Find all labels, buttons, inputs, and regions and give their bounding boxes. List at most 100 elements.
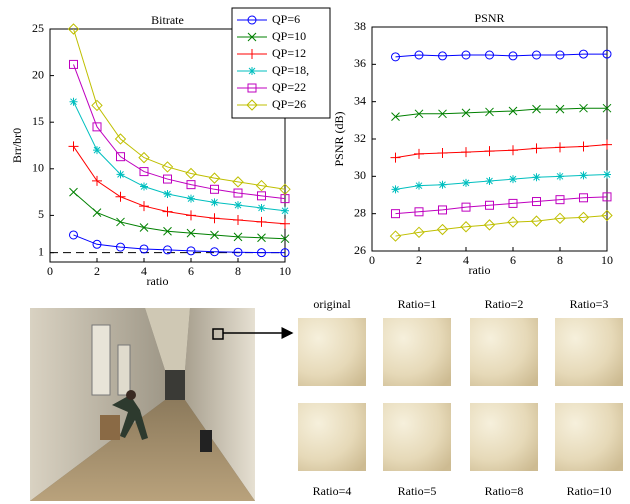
- x-axis-label: ratio: [147, 274, 169, 288]
- y-axis-label: Brr/br0: [10, 128, 24, 163]
- marker: [281, 207, 289, 215]
- y-tick-label: 30: [354, 168, 366, 182]
- y-tick-label: 34: [354, 93, 366, 107]
- x-tick-label: 0: [369, 253, 375, 267]
- legend-label: QP=18,: [272, 63, 309, 77]
- marker: [93, 146, 101, 154]
- series-line: [396, 108, 608, 116]
- image-patch: [555, 403, 623, 471]
- x-tick-label: 2: [94, 264, 100, 278]
- y-tick-label: 26: [354, 243, 366, 257]
- image-patch: [298, 318, 366, 386]
- legend-label: QP=12: [272, 46, 306, 60]
- image-patch: [470, 318, 538, 386]
- figure: BitrateratioBrr/br002468101510152025QP=6…: [0, 0, 630, 504]
- series-line: [396, 54, 608, 57]
- marker: [415, 182, 423, 190]
- patch-label: Ratio=5: [398, 484, 437, 498]
- x-tick-label: 6: [510, 253, 516, 267]
- marker: [603, 170, 611, 178]
- y-tick-label: 10: [32, 161, 44, 175]
- marker: [532, 143, 542, 153]
- marker: [580, 171, 588, 179]
- patch-label: original: [313, 297, 351, 311]
- marker: [187, 195, 195, 203]
- patch-label: Ratio=2: [485, 297, 524, 311]
- chart-title: PSNR: [474, 11, 504, 25]
- legend-label: QP=26: [272, 97, 306, 111]
- patch-label: Ratio=1: [398, 297, 437, 311]
- marker: [163, 207, 173, 217]
- patch-label: Ratio=3: [570, 297, 609, 311]
- marker: [280, 219, 290, 229]
- marker: [93, 209, 101, 217]
- y-tick-label: 25: [32, 21, 44, 35]
- marker: [140, 183, 148, 191]
- image-patch: [298, 403, 366, 471]
- marker: [392, 185, 400, 193]
- marker: [438, 148, 448, 158]
- marker: [69, 141, 79, 151]
- marker: [485, 146, 495, 156]
- image-patch: [383, 318, 451, 386]
- marker: [70, 98, 78, 106]
- marker: [257, 217, 267, 227]
- chart-title: Bitrate: [151, 13, 184, 27]
- y-tick-label: 38: [354, 19, 366, 33]
- x-tick-label: 6: [188, 264, 194, 278]
- marker: [139, 201, 149, 211]
- legend-marker: [248, 67, 256, 75]
- y-tick-label: 5: [38, 207, 44, 221]
- marker: [391, 153, 401, 163]
- x-tick-label: 0: [47, 264, 53, 278]
- marker: [414, 149, 424, 159]
- series-line: [396, 145, 608, 158]
- image-patch: [383, 403, 451, 471]
- x-tick-label: 2: [416, 253, 422, 267]
- x-axis-label: ratio: [469, 263, 491, 277]
- marker: [164, 190, 172, 198]
- series-line: [396, 174, 608, 189]
- patch-label: Ratio=4: [313, 484, 352, 498]
- marker: [117, 218, 125, 226]
- series-line: [74, 192, 286, 239]
- x-tick-label: 8: [557, 253, 563, 267]
- marker: [439, 181, 447, 189]
- marker: [186, 210, 196, 220]
- marker: [602, 140, 612, 150]
- marker: [486, 177, 494, 185]
- legend-label: QP=22: [272, 80, 306, 94]
- marker: [70, 188, 78, 196]
- marker: [116, 192, 126, 202]
- marker: [258, 204, 266, 212]
- x-tick-label: 4: [463, 253, 469, 267]
- patch-label: Ratio=8: [485, 484, 524, 498]
- marker: [579, 141, 589, 151]
- y-tick-label: 32: [354, 131, 366, 145]
- x-tick-label: 10: [601, 253, 613, 267]
- y-tick-label: 15: [32, 114, 44, 128]
- legend-label: QP=6: [272, 12, 300, 26]
- series-line: [396, 216, 608, 237]
- corridor-photo: [30, 308, 292, 501]
- marker: [234, 201, 242, 209]
- marker: [462, 179, 470, 187]
- series-line: [396, 197, 608, 214]
- marker: [533, 173, 541, 181]
- marker: [461, 147, 471, 157]
- marker: [508, 145, 518, 155]
- x-tick-label: 8: [235, 264, 241, 278]
- legend-label: QP=10: [272, 29, 306, 43]
- image-patch: [470, 403, 538, 471]
- x-tick-label: 10: [279, 264, 291, 278]
- y-tick-label: 36: [354, 56, 366, 70]
- y-tick-label: 20: [32, 67, 44, 81]
- marker: [210, 213, 220, 223]
- marker: [509, 175, 517, 183]
- y-axis-label: PSNR (dB): [332, 111, 346, 166]
- marker: [211, 198, 219, 206]
- marker: [233, 215, 243, 225]
- marker: [556, 172, 564, 180]
- marker: [117, 170, 125, 178]
- x-tick-label: 4: [141, 264, 147, 278]
